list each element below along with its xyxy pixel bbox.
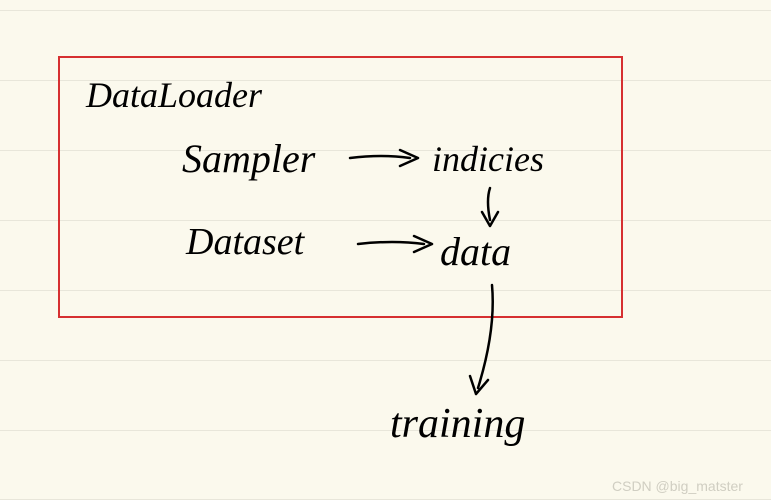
watermark: CSDN @big_matster [612,478,743,494]
arrow-data-to-training [0,0,771,500]
